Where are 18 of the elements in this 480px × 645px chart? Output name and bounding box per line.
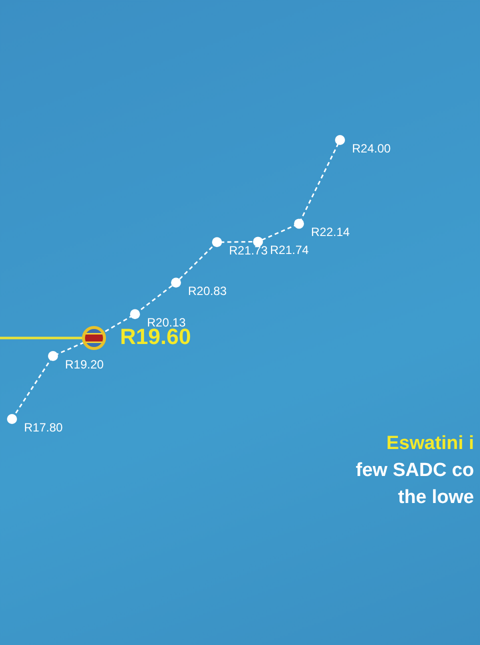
point [294,218,304,229]
point [253,236,263,247]
point [48,351,58,361]
data-label: R19.20 [65,357,104,372]
data-label: R21.74 [270,243,310,258]
point [130,309,140,320]
text: Eswatini i [385,432,474,456]
point [335,135,345,145]
data-label: R21.73 [229,243,268,258]
data-label: R20.83 [188,284,228,298]
point [171,278,181,288]
text: few SADC co [356,459,474,483]
point [212,237,222,248]
data-label: R24.00 [352,141,392,156]
text: the lowe [396,486,474,510]
data-label: R22.14 [311,225,350,240]
point [7,414,17,424]
data-label: R17.80 [24,420,64,434]
